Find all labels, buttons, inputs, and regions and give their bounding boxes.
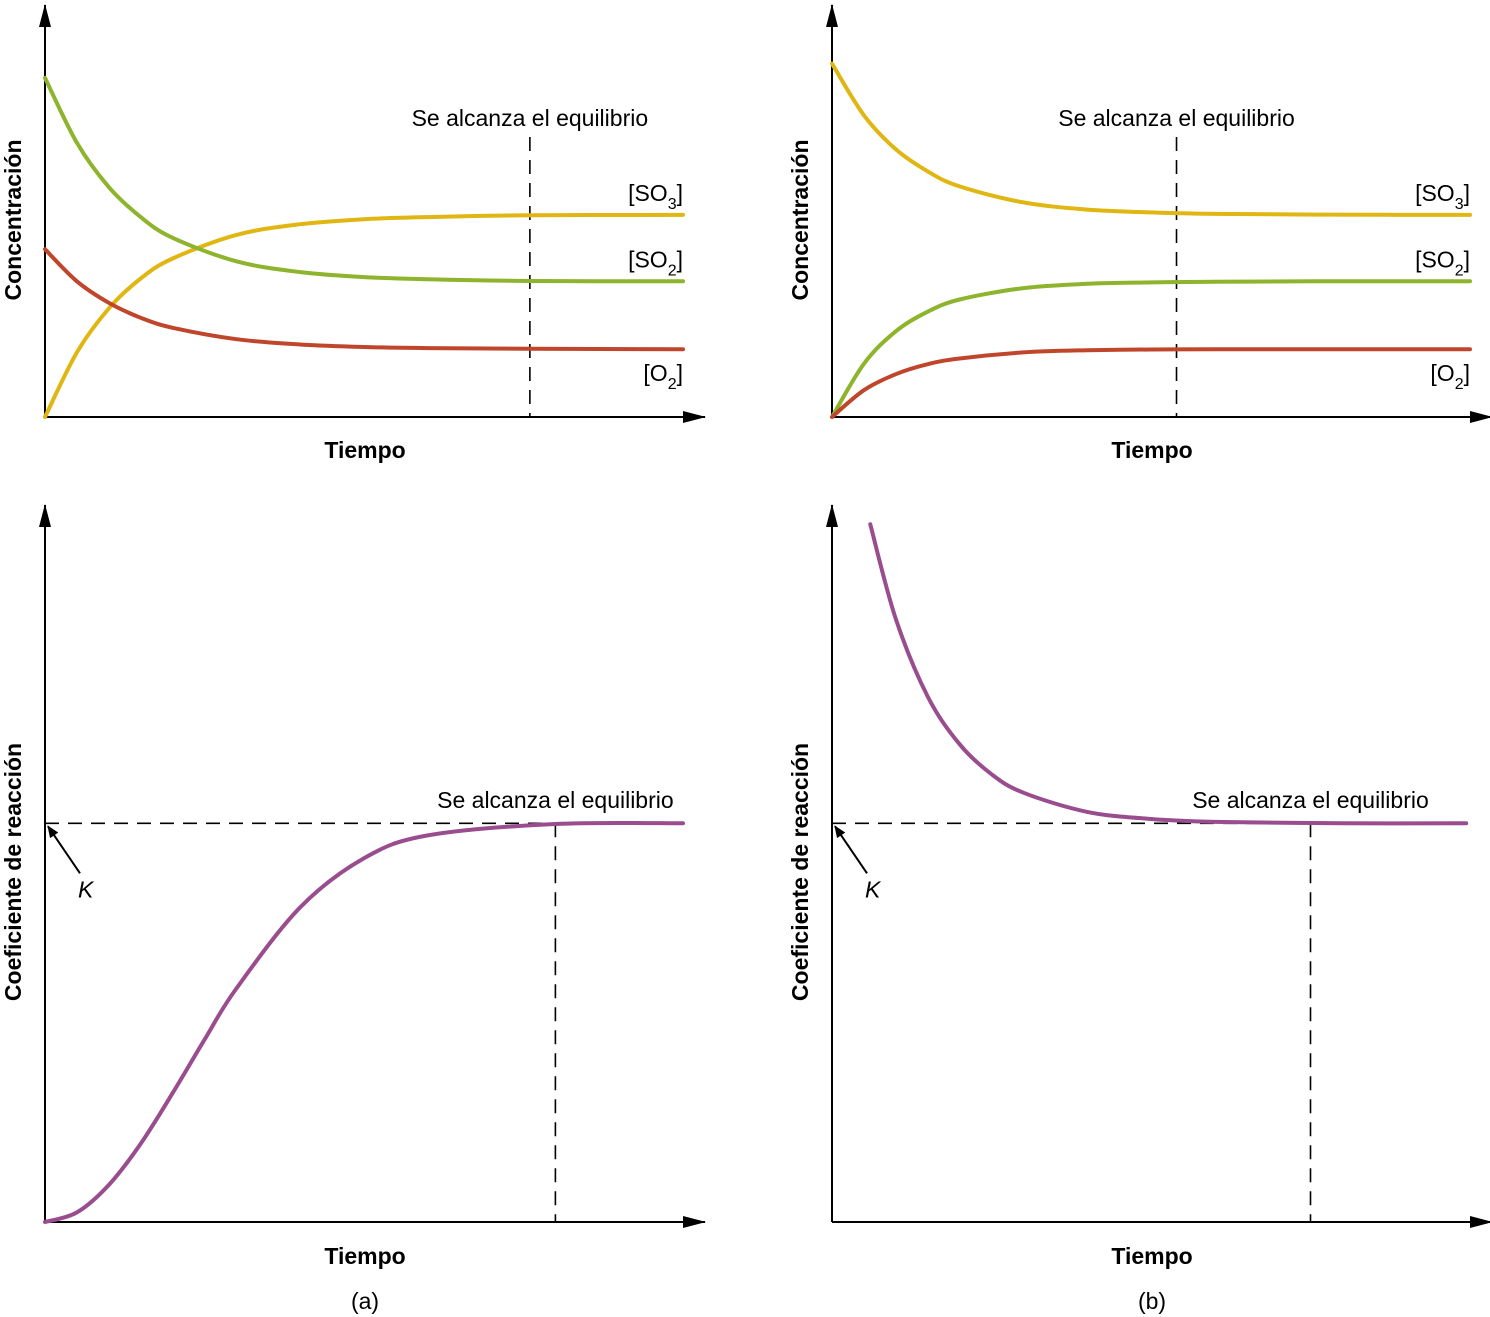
panel-a-top: Concentración Tiempo Se alcanza el equilib… [0, 4, 706, 463]
series-label-so2: [SO2] [628, 246, 683, 279]
series-label-close: ] [677, 360, 683, 386]
series-label-base: [SO [1415, 180, 1455, 206]
series-so3-curve [43, 212, 685, 419]
series-o2-curve [830, 347, 1472, 419]
x-axis-label: Tiempo [324, 437, 405, 463]
series-label-close: ] [1464, 360, 1470, 386]
panel-b-bottom: Coeficiente de reacción Tiempo Se alcanza … [787, 504, 1490, 1269]
series-label-so3: [SO3] [1415, 180, 1470, 213]
series-label-subscript: 3 [1455, 196, 1464, 213]
series-label-so3: [SO3] [628, 180, 683, 213]
series-so2-curve [43, 75, 685, 284]
k-pointer-arrow [834, 826, 868, 874]
series-label-subscript: 3 [668, 196, 677, 213]
series-so2-curve [830, 279, 1472, 419]
series-label-o2: [O2] [643, 360, 683, 393]
caption-b: (b) [1138, 1288, 1166, 1314]
series-q-curve [868, 522, 1469, 826]
y-axis-label: Coeficiente de reacción [0, 743, 26, 1001]
series-so3-curve [830, 61, 1472, 217]
series-label-close: ] [1464, 180, 1470, 206]
series-o2-curve [43, 247, 685, 352]
series-label-subscript: 2 [668, 262, 677, 279]
x-axis-label: Tiempo [1111, 1243, 1192, 1269]
series-label-close: ] [1464, 246, 1470, 272]
series-label-base: [O [643, 360, 667, 386]
series-label-subscript: 2 [668, 376, 677, 393]
y-axis-label: Concentración [0, 139, 26, 300]
series-label-subscript: 2 [1455, 262, 1464, 279]
series-label-so2: [SO2] [1415, 246, 1470, 279]
equilibrium-annotation: Se alcanza el equilibrio [437, 787, 674, 813]
panel-b-top: Concentración Tiempo Se alcanza el equilib… [787, 4, 1490, 463]
series-label-close: ] [677, 180, 683, 206]
equilibrium-annotation: Se alcanza el equilibrio [1192, 787, 1429, 813]
y-axis-label: Coeficiente de reacción [787, 743, 813, 1001]
equilibrium-annotation: Se alcanza el equilibrio [412, 105, 649, 131]
caption-a: (a) [351, 1288, 379, 1314]
equilibrium-annotation: Se alcanza el equilibrio [1058, 105, 1295, 131]
x-axis-label: Tiempo [1111, 437, 1192, 463]
series-label-base: [O [1430, 360, 1454, 386]
series-label-subscript: 2 [1455, 376, 1464, 393]
k-pointer-arrow [47, 826, 81, 874]
x-axis-label: Tiempo [324, 1243, 405, 1269]
k-label: K [78, 876, 95, 902]
series-q-curve [43, 820, 685, 1224]
series-label-base: [SO [1415, 246, 1455, 272]
series-label-base: [SO [628, 180, 668, 206]
y-axis-label: Concentración [787, 139, 813, 300]
k-label: K [865, 876, 882, 902]
panel-a-bottom: Coeficiente de reacción Tiempo Se alcanza … [0, 504, 706, 1269]
series-label-o2: [O2] [1430, 360, 1470, 393]
series-label-close: ] [677, 246, 683, 272]
series-label-base: [SO [628, 246, 668, 272]
